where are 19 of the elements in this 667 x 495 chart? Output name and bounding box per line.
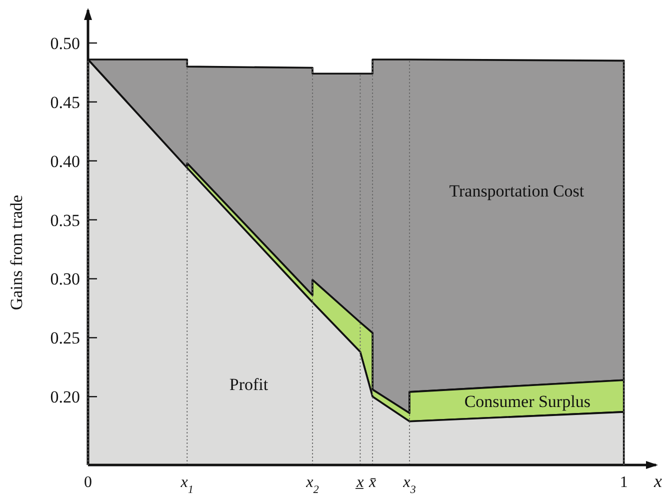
x-tick-label: 1 bbox=[620, 474, 628, 491]
series-label: Consumer Surplus bbox=[464, 392, 590, 411]
y-tick-label: 0.35 bbox=[50, 210, 80, 230]
ref-line-label: x$_{1}$ bbox=[180, 474, 194, 495]
ref-line-label: x$_{3}$ bbox=[402, 474, 416, 495]
y-tick-label: 0.25 bbox=[50, 328, 80, 348]
x-tick-label: 0 bbox=[84, 474, 92, 491]
ref-line-label: x̲ bbox=[354, 474, 364, 491]
y-tick-label: 0.30 bbox=[50, 270, 80, 289]
series-label: Profit bbox=[229, 375, 268, 394]
y-axis-title: Gains from trade bbox=[7, 194, 26, 310]
ref-line-label: x$_{2}$ bbox=[305, 474, 320, 495]
y-tick-label: 0.40 bbox=[50, 152, 80, 171]
y-tick-label: 0.50 bbox=[50, 34, 80, 53]
x-axis-title: x bbox=[653, 471, 662, 491]
series-label: Transportation Cost bbox=[449, 181, 584, 200]
ref-line-label: x̄ bbox=[368, 474, 376, 491]
y-tick-label: 0.45 bbox=[50, 92, 80, 112]
y-tick-label: 0.20 bbox=[50, 388, 80, 407]
